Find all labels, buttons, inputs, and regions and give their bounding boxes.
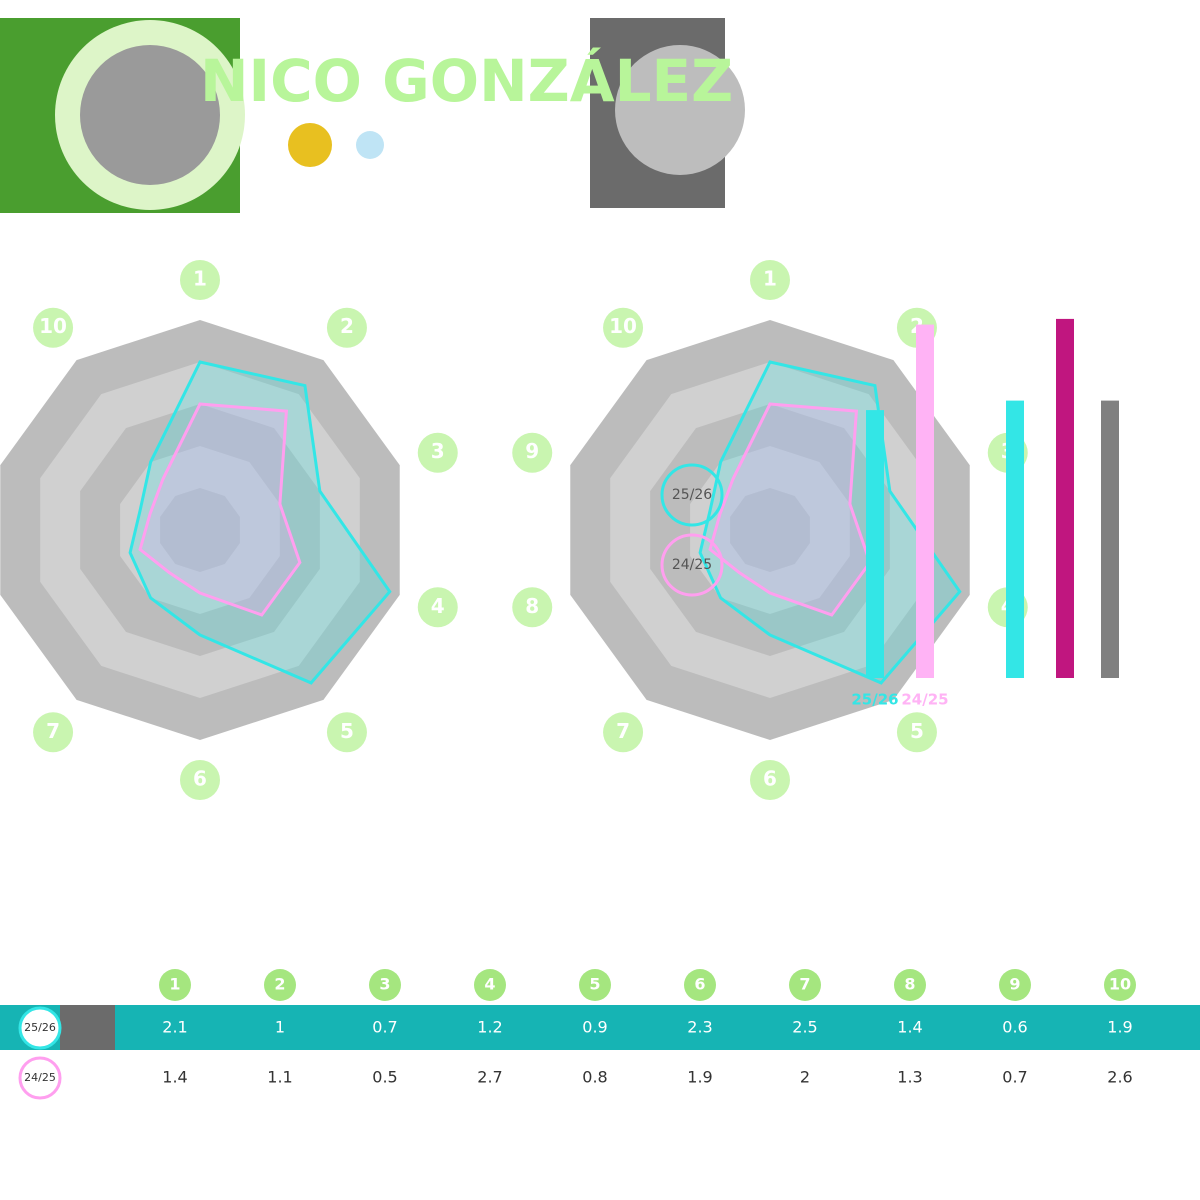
player-photo-right	[615, 45, 745, 175]
row-badge	[18, 1056, 62, 1100]
table-cell: 2.6	[1107, 1068, 1132, 1087]
bar-label: 24/25	[901, 691, 948, 709]
flag-icon	[356, 131, 384, 159]
axis-badge	[33, 712, 74, 753]
player-photo	[80, 45, 220, 185]
axis-label: 8	[525, 594, 539, 618]
axis-label: 1	[763, 267, 777, 291]
column-badge	[684, 969, 716, 1001]
axis-label: 7	[616, 719, 630, 743]
axis-badge	[603, 307, 644, 348]
axis-label: 3	[431, 439, 445, 463]
row-season: 24/25	[24, 1071, 56, 1084]
table-cell: 2.5	[792, 1018, 817, 1037]
column-badge	[894, 969, 926, 1001]
radar-ring	[160, 488, 240, 572]
axis-badge	[417, 587, 458, 628]
bar	[1101, 400, 1119, 678]
column-badge	[264, 969, 296, 1001]
radar-series	[698, 360, 962, 685]
axis-label: 6	[193, 767, 207, 791]
axis-badge	[512, 587, 553, 628]
axis-label: 5	[340, 719, 354, 743]
axis-label: 5	[910, 719, 924, 743]
table-cell: 2.3	[687, 1018, 712, 1037]
axis-badge	[180, 260, 220, 300]
column-label: 3	[379, 975, 390, 994]
radar-series	[128, 360, 392, 685]
bar	[1056, 318, 1074, 678]
column-label: 9	[1009, 975, 1020, 994]
table-cell: 0.7	[1002, 1068, 1027, 1087]
table-cell: 1.1	[267, 1068, 292, 1087]
legend-label: 25/26	[672, 487, 712, 503]
column-label: 10	[1109, 975, 1131, 994]
axis-badge	[417, 432, 458, 473]
table-cell: 1.3	[897, 1068, 922, 1087]
table-cell: 1	[275, 1018, 285, 1037]
column-label: 4	[484, 975, 495, 994]
column-badge	[1104, 969, 1136, 1001]
column-badge	[369, 969, 401, 1001]
column-label: 2	[274, 975, 285, 994]
column-label: 8	[904, 975, 915, 994]
player-name: NICO GONZÁLEZ	[200, 46, 733, 115]
axis-badge	[180, 760, 220, 800]
table-cell: 2	[800, 1068, 810, 1087]
legend-label: 24/25	[672, 557, 712, 573]
bar	[866, 410, 884, 678]
radar-ring	[730, 488, 810, 572]
axis-label: 10	[609, 314, 637, 338]
axis-badge	[33, 307, 74, 348]
column-badge	[999, 969, 1031, 1001]
table-cell: 2.1	[162, 1018, 187, 1037]
table-band-cell	[60, 1005, 115, 1050]
row-badge	[18, 1006, 62, 1050]
axis-label: 7	[46, 719, 60, 743]
table-cell: 1.2	[477, 1018, 502, 1037]
column-label: 1	[169, 975, 180, 994]
table-cell: 2.7	[477, 1068, 502, 1087]
axis-badge	[750, 760, 790, 800]
column-label: 6	[694, 975, 705, 994]
row-season: 25/26	[24, 1021, 56, 1034]
table-cell: 1.9	[687, 1068, 712, 1087]
axis-label: 9	[525, 439, 539, 463]
axis-badge	[326, 307, 367, 348]
bar	[916, 324, 934, 678]
column-label: 5	[589, 975, 600, 994]
table-cell: 1.4	[897, 1018, 922, 1037]
table-band	[0, 1005, 1200, 1050]
radar-series	[138, 402, 302, 617]
axis-badge	[603, 712, 644, 753]
axis-badge	[326, 712, 367, 753]
axis-label: 10	[39, 314, 67, 338]
legend-swatch	[660, 533, 724, 597]
axis-badge	[896, 712, 937, 753]
table-cell: 1.4	[162, 1068, 187, 1087]
axis-label: 1	[193, 267, 207, 291]
column-badge	[789, 969, 821, 1001]
axis-badge	[512, 432, 553, 473]
table-cell: 0.7	[372, 1018, 397, 1037]
table-cell: 0.6	[1002, 1018, 1027, 1037]
axis-label: 2	[340, 314, 354, 338]
axis-label: 6	[763, 767, 777, 791]
column-badge	[579, 969, 611, 1001]
table-cell: 0.8	[582, 1068, 607, 1087]
table-cell: 0.9	[582, 1018, 607, 1037]
bar	[1006, 400, 1024, 678]
axis-label: 4	[431, 594, 445, 618]
bar-label: 25/26	[851, 691, 898, 709]
flag-icon	[288, 123, 332, 167]
table-cell: 0.5	[372, 1068, 397, 1087]
table-cell: 1.9	[1107, 1018, 1132, 1037]
radar-series	[708, 402, 872, 617]
column-label: 7	[799, 975, 810, 994]
legend-swatch	[660, 463, 724, 527]
column-badge	[474, 969, 506, 1001]
column-badge	[159, 969, 191, 1001]
axis-badge	[750, 260, 790, 300]
